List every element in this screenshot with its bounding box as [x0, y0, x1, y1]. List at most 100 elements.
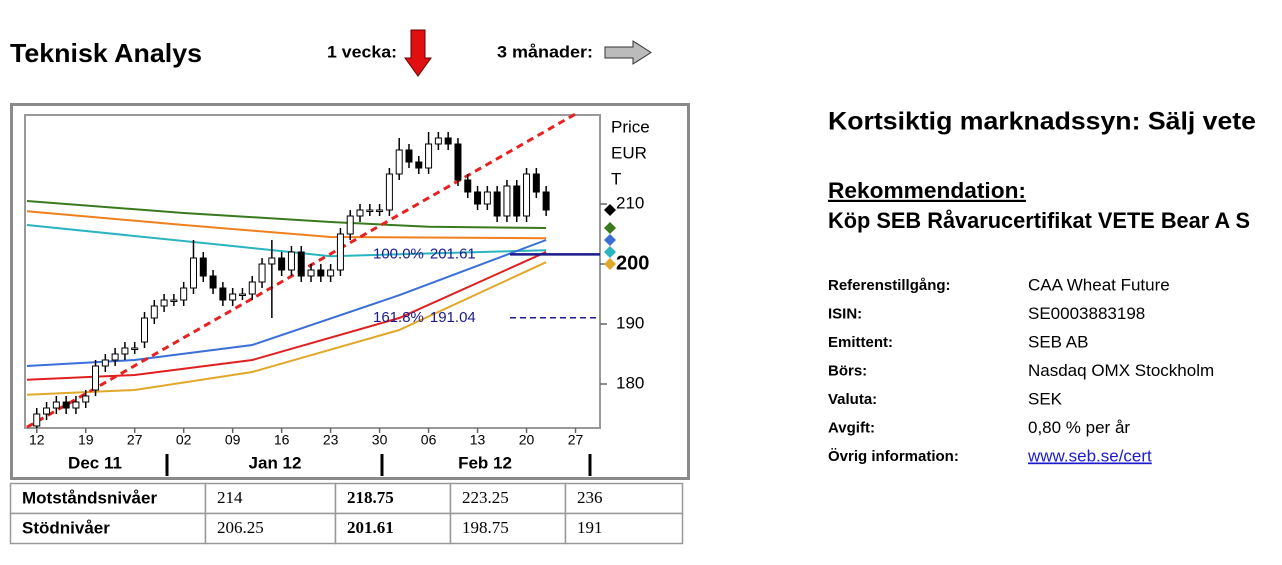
average-line	[26, 210, 547, 240]
month-separator	[588, 454, 592, 476]
x-tick-label: 13	[470, 432, 486, 448]
x-tick-label: 23	[323, 432, 339, 448]
candle-body	[131, 347, 139, 350]
x-tick-label: 30	[372, 432, 388, 448]
month-label: Dec 11	[68, 453, 122, 472]
info-label: Valuta:	[828, 391, 877, 408]
candle-body	[307, 269, 315, 277]
candle-body	[523, 173, 531, 217]
candle-body	[415, 161, 423, 169]
y-axis-label: EUR	[611, 143, 647, 162]
info-label: Avgift:	[828, 419, 875, 436]
level-value: 214	[217, 488, 243, 507]
level-value: 218.75	[347, 488, 394, 507]
week-label: 1 vecka:	[327, 42, 397, 61]
candle-body	[464, 179, 472, 193]
fib-percent: 161.8%	[373, 309, 424, 326]
table-cell	[204, 512, 337, 545]
candle-body	[327, 269, 335, 277]
level-value: 236	[577, 488, 603, 507]
info-link[interactable]: www.seb.se/cert	[1027, 446, 1152, 465]
candle-body	[238, 293, 246, 296]
x-tick-label: 09	[225, 432, 241, 448]
candle-body	[444, 137, 452, 145]
info-value: Nasdaq OMX Stockholm	[1028, 361, 1214, 380]
candle-body	[434, 137, 442, 145]
table-cell	[334, 512, 452, 545]
candle-body	[82, 395, 90, 403]
info-label: ISIN:	[828, 305, 862, 322]
candle-body	[229, 293, 237, 301]
last-value-marker	[604, 234, 616, 246]
y-tick-label: 200	[616, 252, 649, 274]
candle-body	[356, 209, 364, 217]
x-tick-label: 27	[568, 432, 584, 448]
last-value-marker	[604, 204, 616, 216]
candle-body	[92, 365, 100, 391]
info-label: Referenstillgång:	[828, 277, 951, 294]
candle-body	[219, 287, 227, 301]
view-title: Kortsiktig marknadssyn: Sälj vete	[828, 108, 1256, 136]
info-value: SEK	[1028, 389, 1063, 408]
candle-body	[474, 191, 482, 205]
level-value: 206.25	[217, 518, 264, 537]
level-value: 191	[577, 518, 603, 537]
candle-body	[189, 257, 197, 289]
candle-body	[160, 299, 168, 307]
info-value: CAA Wheat Future	[1028, 275, 1170, 294]
table-cell	[449, 512, 567, 545]
candle-body	[199, 257, 207, 277]
x-tick-label: 19	[78, 432, 94, 448]
fib-value: 201.61	[430, 245, 476, 262]
candle-body	[376, 209, 384, 212]
x-tick-label: 27	[127, 432, 143, 448]
info-label: Emittent:	[828, 334, 893, 351]
candle-body	[483, 191, 491, 205]
level-value: 198.75	[462, 518, 509, 537]
candle-body	[532, 173, 540, 193]
candle-body	[454, 143, 462, 181]
candle-body	[111, 353, 119, 361]
table-cell	[334, 482, 452, 515]
candle-body	[170, 299, 178, 302]
row-label: Motståndsnivåer	[22, 488, 157, 507]
row-label: Stödnivåer	[22, 518, 110, 537]
month-separator	[380, 454, 384, 476]
candle-body	[209, 275, 217, 289]
candle-body	[542, 191, 550, 211]
candle-body	[503, 185, 511, 217]
fib-percent: 100.0%	[373, 245, 424, 262]
fib-value: 191.04	[430, 309, 476, 326]
month-label: Feb 12	[458, 453, 512, 472]
months-label: 3 månader:	[497, 42, 593, 61]
table-cell	[564, 482, 684, 515]
info-label: Övrig information:	[828, 448, 959, 465]
y-tick-label: 180	[616, 373, 644, 392]
y-tick-label: 190	[616, 313, 644, 332]
info-value: SE0003883198	[1028, 304, 1145, 323]
level-value: 201.61	[347, 518, 394, 537]
table-cell	[9, 512, 207, 545]
info-value: 0,80 % per år	[1028, 418, 1130, 437]
candle-body	[101, 359, 109, 367]
candle-body	[317, 269, 325, 277]
candle-body	[258, 263, 266, 283]
candle-body	[513, 185, 521, 217]
candle-body	[141, 317, 149, 343]
month-separator	[165, 454, 169, 476]
last-value-marker	[604, 222, 616, 234]
candle-body	[268, 257, 276, 265]
info-label: Börs:	[828, 362, 867, 379]
candle-body	[385, 173, 393, 211]
candle-body	[493, 191, 501, 217]
candle-body	[72, 401, 80, 409]
levels-table: Motståndsnivåer 214 218.75 223.25 236 Stödniv…	[9, 482, 684, 545]
average-line	[26, 239, 547, 367]
month-label: Jan 12	[249, 453, 302, 472]
level-value: 223.25	[462, 488, 509, 507]
candle-body	[62, 401, 70, 409]
fib-label: 100.0% 201.61	[373, 245, 476, 262]
candle-body	[425, 143, 433, 169]
y-axis-label: T	[611, 169, 621, 188]
